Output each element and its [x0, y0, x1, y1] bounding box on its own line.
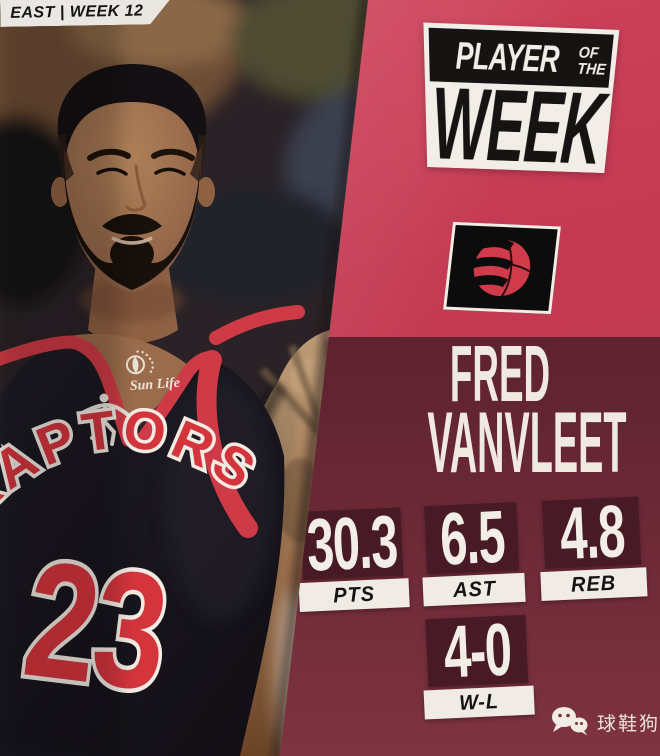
jersey-shoulder-trim [209, 305, 305, 345]
stat-record-label: W-L [458, 689, 500, 715]
stat-reb-value: 4.8 [557, 489, 626, 576]
raptors-claw-basketball-icon [459, 228, 531, 305]
stat-ast-tile: 6.5 [424, 494, 520, 581]
stat-reb-bar: REB [540, 567, 648, 602]
potw-week-text: WEEK [431, 64, 609, 185]
player-of-the-week-card: PLAYER OF THE WEEK [423, 22, 620, 185]
player-last-name: VANVLEET [427, 395, 627, 491]
stats-block: 30.3 PTS 6.5 AST 4.8 [298, 489, 653, 724]
jersey-armhole-trim [196, 350, 258, 538]
stat-reb: 4.8 REB [540, 489, 648, 602]
stat-reb-label: REB [570, 571, 617, 597]
wechat-icon [552, 707, 588, 736]
raptors-logo [443, 221, 561, 315]
panel-edge-shadow [271, 0, 371, 756]
watermark-text: 球鞋狗 [597, 713, 660, 735]
east-week-badge: EAST | WEEK 12 [0, 0, 172, 27]
stat-pts: 30.3 PTS [298, 500, 410, 613]
stat-ast-label: AST [452, 576, 496, 602]
stat-reb-tile: 4.8 [542, 489, 642, 576]
stat-pts-tile: 30.3 [300, 500, 404, 587]
stat-pts-value: 30.3 [305, 499, 399, 587]
sponsor-text: Sun Life [129, 376, 180, 394]
stat-record: 4-0 W-L [423, 607, 535, 720]
stat-record-tile: 4-0 [425, 607, 529, 694]
vignette [0, 0, 120, 756]
badge-label: EAST | WEEK 12 [10, 1, 144, 22]
watermark: 球鞋狗 [550, 706, 660, 738]
sunlife-patch: Sun Life [125, 350, 180, 394]
stat-pts-label: PTS [332, 582, 376, 607]
player-name: FRED VANVLEET [335, 329, 660, 491]
stat-record-value: 4-0 [441, 607, 512, 694]
stats-row: 30.3 PTS 6.5 AST 4.8 [298, 489, 648, 613]
player-first-name: FRED [449, 329, 551, 418]
stat-ast-value: 6.5 [437, 494, 506, 581]
stat-ast: 6.5 AST [422, 494, 526, 607]
stat-record-bar: W-L [423, 685, 535, 720]
stat-ast-bar: AST [422, 572, 526, 607]
